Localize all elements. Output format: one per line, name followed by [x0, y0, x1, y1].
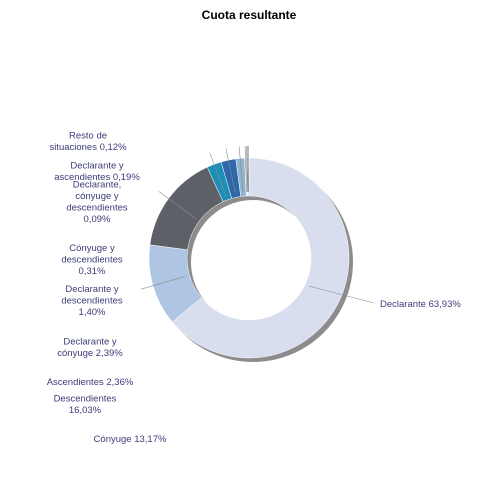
leader-line-2: [141, 276, 186, 290]
leader-line-4: [209, 152, 227, 197]
leader-line-3: [158, 191, 197, 220]
slice-label-2: Cónyuge 13,17%: [94, 434, 167, 445]
leader-line-8: [246, 146, 248, 193]
slice-label-9: Declarante y ascendientes 0,19%: [54, 161, 140, 184]
leader-line-7: [244, 146, 247, 193]
slice-label-3: Descendientes 16,03%: [54, 394, 117, 417]
leader-line-6: [238, 146, 244, 193]
leader-line-9: [247, 146, 249, 193]
slice-label-6: Declarante y descendientes 1,40%: [61, 284, 123, 318]
slice-label-5: Declarante y cónyuge 2,39%: [57, 337, 123, 360]
slice-label-1: Declarante 63,93%: [380, 299, 461, 310]
slice-label-7: Cónyuge y descendientes 0,31%: [61, 243, 123, 277]
slice-label-8: Declarante, cónyuge y descendientes 0,09%: [66, 180, 128, 226]
leader-line-5: [225, 148, 236, 194]
slice-label-4: Ascendientes 2,36%: [47, 377, 134, 388]
slice-label-10: Resto de situaciones 0,12%: [49, 131, 127, 154]
donut-slice-1[interactable]: [171, 157, 350, 359]
leader-line-1: [308, 285, 375, 304]
chart-title: Cuota resultante: [202, 8, 297, 22]
